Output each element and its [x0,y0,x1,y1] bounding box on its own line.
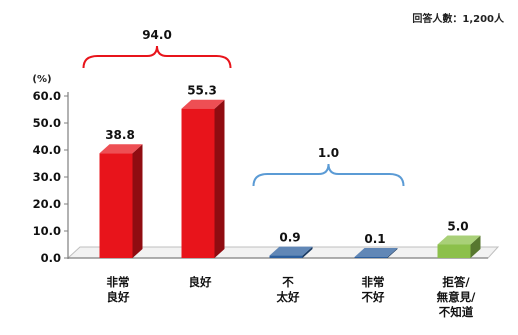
bar-value-label: 0.9 [279,231,300,245]
bar-front [99,153,133,258]
bar-front [181,108,215,258]
bar-value-label: 0.1 [364,232,385,246]
bracket-total-label: 94.0 [142,28,172,42]
bracket-line [252,163,405,187]
bar-front [437,244,471,258]
category-label: 良好 [189,275,212,289]
y-tick-label: 10.0 [33,224,61,238]
y-tick-label: 20.0 [33,197,61,211]
category-label: 拒答/ [442,275,470,289]
category-label: 非常 [362,275,385,289]
y-tick-label: 60.0 [33,89,61,103]
bar-top [99,144,143,154]
category-label: 非常 [107,275,130,289]
y-tick-label: 30.0 [33,170,61,184]
bar-side [470,235,481,258]
bar-front [269,255,303,258]
bar-value-label: 38.8 [105,128,135,142]
bar-side [214,99,225,258]
bar-front [354,257,388,258]
bar-side [302,246,313,258]
category-label: 不知道 [439,305,474,319]
y-tick-label: 50.0 [33,116,61,130]
bracket-total-label: 1.0 [318,146,339,160]
category-label: 不 [282,275,294,289]
bar-value-label: 55.3 [187,84,217,98]
bar-top [354,248,398,257]
y-unit-label: (%) [32,74,51,85]
bracket-line [82,45,232,69]
bar-top [181,99,225,109]
category-label: 良好 [107,290,130,304]
bar-value-label: 5.0 [447,220,468,234]
category-label: 無意見/ [437,290,476,304]
respondents-note: 回答人數：1,200人 [412,14,504,25]
y-tick-label: 0.0 [41,251,61,265]
bar-side [387,248,398,258]
bar-top [437,235,481,245]
y-tick-label: 40.0 [33,143,61,157]
bar-side [132,144,143,258]
category-label: 不好 [362,290,385,304]
category-label: 太好 [276,290,300,304]
bar-top [269,246,313,256]
